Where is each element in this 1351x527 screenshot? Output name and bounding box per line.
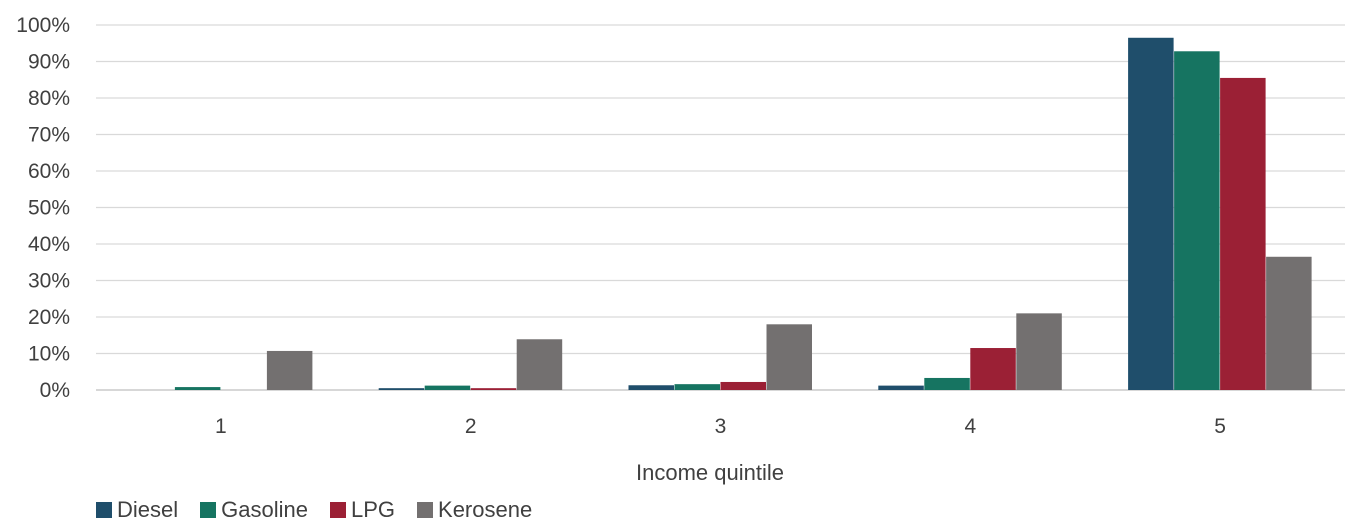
legend-item-gasoline: Gasoline [200, 498, 308, 522]
y-tick-label: 60% [28, 160, 70, 183]
bar-lpg-q5 [1220, 77, 1266, 391]
bar-lpg-q2 [470, 388, 517, 390]
x-tick-label: 3 [715, 415, 727, 438]
x-tick-label: 2 [465, 415, 477, 438]
bar-diesel-q4 [878, 385, 924, 390]
bar-diesel-q3 [628, 385, 674, 390]
legend-item-kerosene: Kerosene [417, 498, 532, 522]
legend-label: Kerosene [438, 497, 533, 522]
y-tick-label: 20% [28, 306, 70, 329]
x-tick-label: 1 [215, 415, 227, 438]
bar-kerosene-q2 [516, 339, 563, 390]
bar-kerosene-q1 [266, 350, 313, 390]
legend-label: LPG [350, 497, 396, 522]
bar-gasoline-q4 [924, 377, 970, 390]
y-tick-label: 30% [28, 270, 70, 293]
y-tick-label: 80% [28, 87, 70, 110]
legend-item-diesel: Diesel [96, 498, 178, 522]
legend-swatch [417, 502, 434, 518]
bar-diesel-q2 [378, 388, 425, 390]
legend: Diesel Gasoline LPG Kerosene [96, 498, 532, 522]
legend-label: Gasoline [221, 497, 308, 522]
bar-gasoline-q2 [424, 385, 471, 390]
x-axis-title: Income quintile [636, 460, 784, 485]
y-axis-tick-labels: 0% 10% 20% 30% 40% 50% 60% 70% 80% 90% 100% [16, 14, 70, 402]
y-tick-label: 90% [28, 51, 70, 74]
y-tick-label: 40% [28, 233, 70, 256]
bar-gasoline-q1 [174, 387, 221, 390]
y-tick-label: 0% [40, 379, 70, 402]
bar-lpg-q3 [720, 381, 766, 390]
x-axis-tick-labels: 1 2 3 4 5 [215, 415, 1226, 438]
y-tick-label: 10% [28, 343, 70, 366]
bar-gasoline-q3 [674, 384, 720, 390]
bar-diesel-q5 [1128, 37, 1174, 391]
y-tick-label: 70% [28, 124, 70, 147]
legend-item-lpg: LPG [329, 497, 396, 522]
bar-kerosene-q4 [1016, 313, 1062, 390]
bar-kerosene-q5 [1266, 256, 1312, 390]
x-tick-label: 4 [964, 415, 976, 438]
bar-lpg-q4 [970, 348, 1016, 390]
legend-swatch [329, 502, 346, 518]
x-tick-label: 5 [1214, 415, 1226, 438]
legend-swatch [96, 502, 112, 518]
y-tick-label: 50% [28, 197, 70, 220]
bar-gasoline-q5 [1174, 51, 1220, 390]
bar-kerosene-q3 [766, 324, 812, 390]
y-tick-label: 100% [16, 14, 70, 37]
bars [174, 37, 1312, 391]
legend-label: Diesel [117, 497, 179, 522]
legend-swatch [200, 502, 217, 518]
